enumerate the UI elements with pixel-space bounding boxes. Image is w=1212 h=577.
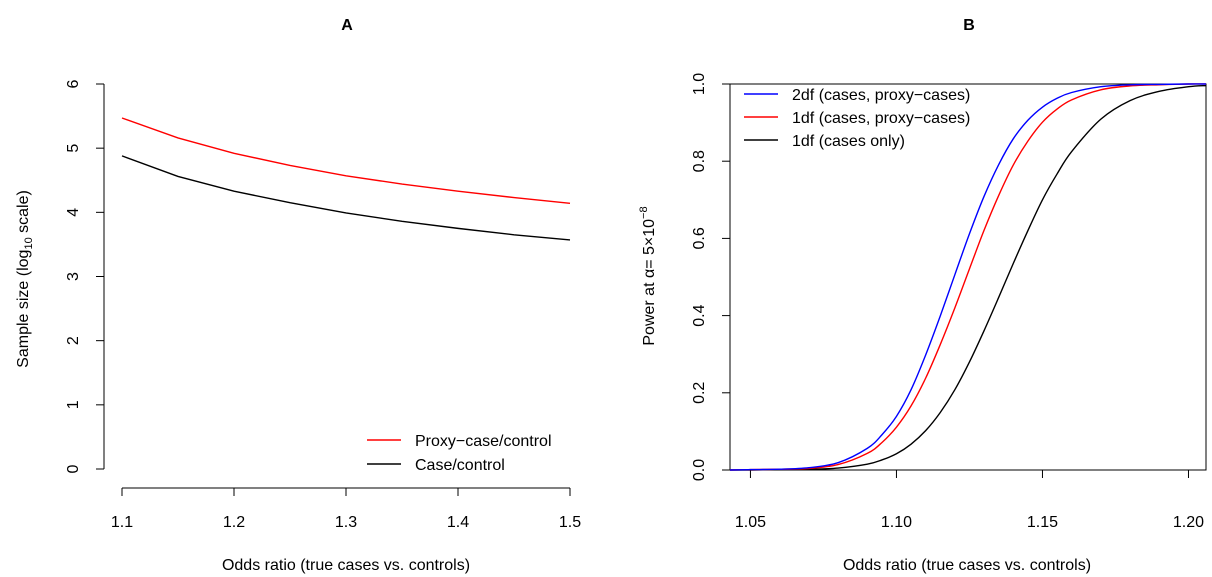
panel-b-x-tick-label: 1.15: [1027, 514, 1058, 531]
panel-a-legend: Proxy−case/control Case/control: [367, 433, 552, 474]
panel-b-y-tick-label: 0.6: [691, 227, 708, 249]
panel-a-y-tick-label: 3: [65, 272, 82, 281]
panel-a-y-axis-label-main: Sample size (log: [15, 250, 32, 368]
panel-b-series: [729, 83, 1207, 471]
panel-b-axes: 1.05 1.10 1.15 1.20 0.0 0.2 0.4 0.6 0.8 1.0: [691, 73, 1207, 531]
panel-b-title: B: [963, 17, 975, 34]
panel-a-y-tick-label: 4: [65, 208, 82, 217]
panel-a-y-tick-label: 6: [65, 79, 82, 88]
panel-b-x-axis-label: Odds ratio (true cases vs. controls): [843, 557, 1091, 574]
panel-a-chart: A Odds ratio (true cases vs. controls) S…: [15, 17, 581, 574]
panel-b-series-line-2: [729, 84, 1207, 471]
panel-b-y-axis-label-main: Power at α= 5×10: [641, 219, 658, 346]
panel-b-legend-label: 1df (cases, proxy−cases): [792, 110, 970, 127]
panel-a-series-line-0: [121, 117, 571, 205]
panel-a-y-axis-label: Sample size (log10 scale): [15, 190, 35, 368]
panel-a-axes: 1.1 1.2 1.3 1.4 1.5 0 1 2 3 4 5 6: [65, 79, 581, 531]
panel-b-legend: 2df (cases, proxy−cases) 1df (cases, prox…: [744, 87, 970, 150]
panel-b-y-tick-label: 0.0: [691, 459, 708, 481]
panel-b-y-tick-label: 1.0: [691, 73, 708, 95]
panel-a-series: [121, 117, 571, 241]
panel-a-legend-label: Proxy−case/control: [415, 433, 552, 450]
panel-a-x-tick-label: 1.3: [335, 514, 357, 531]
panel-b-y-axis-label: Power at α= 5×10−8: [638, 206, 658, 345]
panel-a-x-tick-label: 1.4: [447, 514, 469, 531]
panel-a-series-line-1: [121, 155, 571, 241]
panel-a-x-tick-label: 1.5: [559, 514, 581, 531]
panel-a-y-tick-label: 5: [65, 144, 82, 153]
panel-b-legend-label: 2df (cases, proxy−cases): [792, 87, 970, 104]
panel-a-x-tick-label: 1.1: [111, 514, 133, 531]
panel-a-x-tick-label: 1.2: [223, 514, 245, 531]
panel-b-y-tick-label: 0.2: [691, 382, 708, 404]
panel-b-x-tick-label: 1.10: [881, 514, 912, 531]
panel-b-y-tick-label: 0.4: [691, 304, 708, 326]
panel-a-x-axis-label: Odds ratio (true cases vs. controls): [222, 557, 470, 574]
panel-b-x-tick-label: 1.20: [1173, 514, 1204, 531]
panel-b-plot-frame: [729, 83, 1207, 471]
panel-a-legend-label: Case/control: [415, 457, 505, 474]
panel-a-y-tick-label: 1: [65, 400, 82, 409]
panel-b-series-line-0: [729, 83, 1207, 471]
panel-b-y-tick-label: 0.8: [691, 150, 708, 172]
panel-a-title: A: [341, 17, 353, 34]
panel-a-y-tick-label: 2: [65, 336, 82, 345]
panel-b-series-line-1: [729, 83, 1207, 471]
panel-b-y-axis-label-superscript: −8: [638, 206, 650, 219]
panel-b-x-tick-label: 1.05: [735, 514, 766, 531]
panel-a-y-axis-label-end: scale): [15, 190, 32, 237]
panel-a-y-tick-label: 0: [65, 464, 82, 473]
panel-b-chart: B Odds ratio (true cases vs. controls) P…: [638, 17, 1207, 574]
panel-b-legend-label: 1df (cases only): [792, 133, 905, 150]
panel-a-y-axis-label-subscript: 10: [23, 237, 35, 249]
